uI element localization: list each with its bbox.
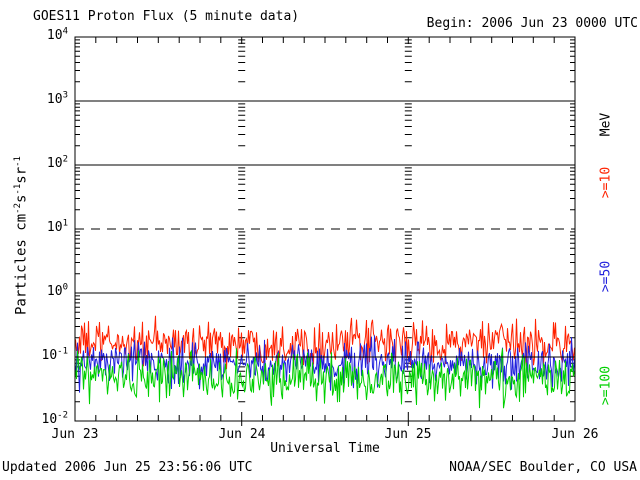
y-tick-label: 10-1 bbox=[41, 346, 69, 363]
y-tick-label: 100 bbox=[46, 282, 68, 299]
y-tick-label: 103 bbox=[46, 90, 68, 107]
legend-series-label: >=100 bbox=[598, 365, 614, 406]
legend-series-label: >=10 bbox=[598, 166, 614, 199]
y-tick-label: 101 bbox=[46, 218, 68, 235]
chart-title: GOES11 Proton Flux (5 minute data) bbox=[33, 9, 300, 24]
y-tick-label: 10-2 bbox=[41, 410, 69, 427]
y-axis-label: Particles cm-2s-1sr-1 bbox=[12, 156, 30, 315]
y-tick-label: 102 bbox=[46, 154, 68, 171]
y-tick-label: 104 bbox=[46, 26, 68, 43]
x-tick-label: Jun 26 bbox=[551, 427, 599, 442]
updated-timestamp: Updated 2006 Jun 25 23:56:06 UTC bbox=[2, 460, 253, 475]
x-tick-label: Jun 25 bbox=[384, 427, 432, 442]
x-tick-label: Jun 24 bbox=[218, 427, 266, 442]
x-tick-label: Jun 23 bbox=[51, 427, 99, 442]
legend-series-label: >=50 bbox=[598, 260, 614, 293]
x-axis-label: Universal Time bbox=[270, 441, 380, 456]
begin-timestamp: Begin: 2006 Jun 23 0000 UTC bbox=[426, 16, 638, 31]
source-credit: NOAA/SEC Boulder, CO USA bbox=[449, 460, 637, 475]
